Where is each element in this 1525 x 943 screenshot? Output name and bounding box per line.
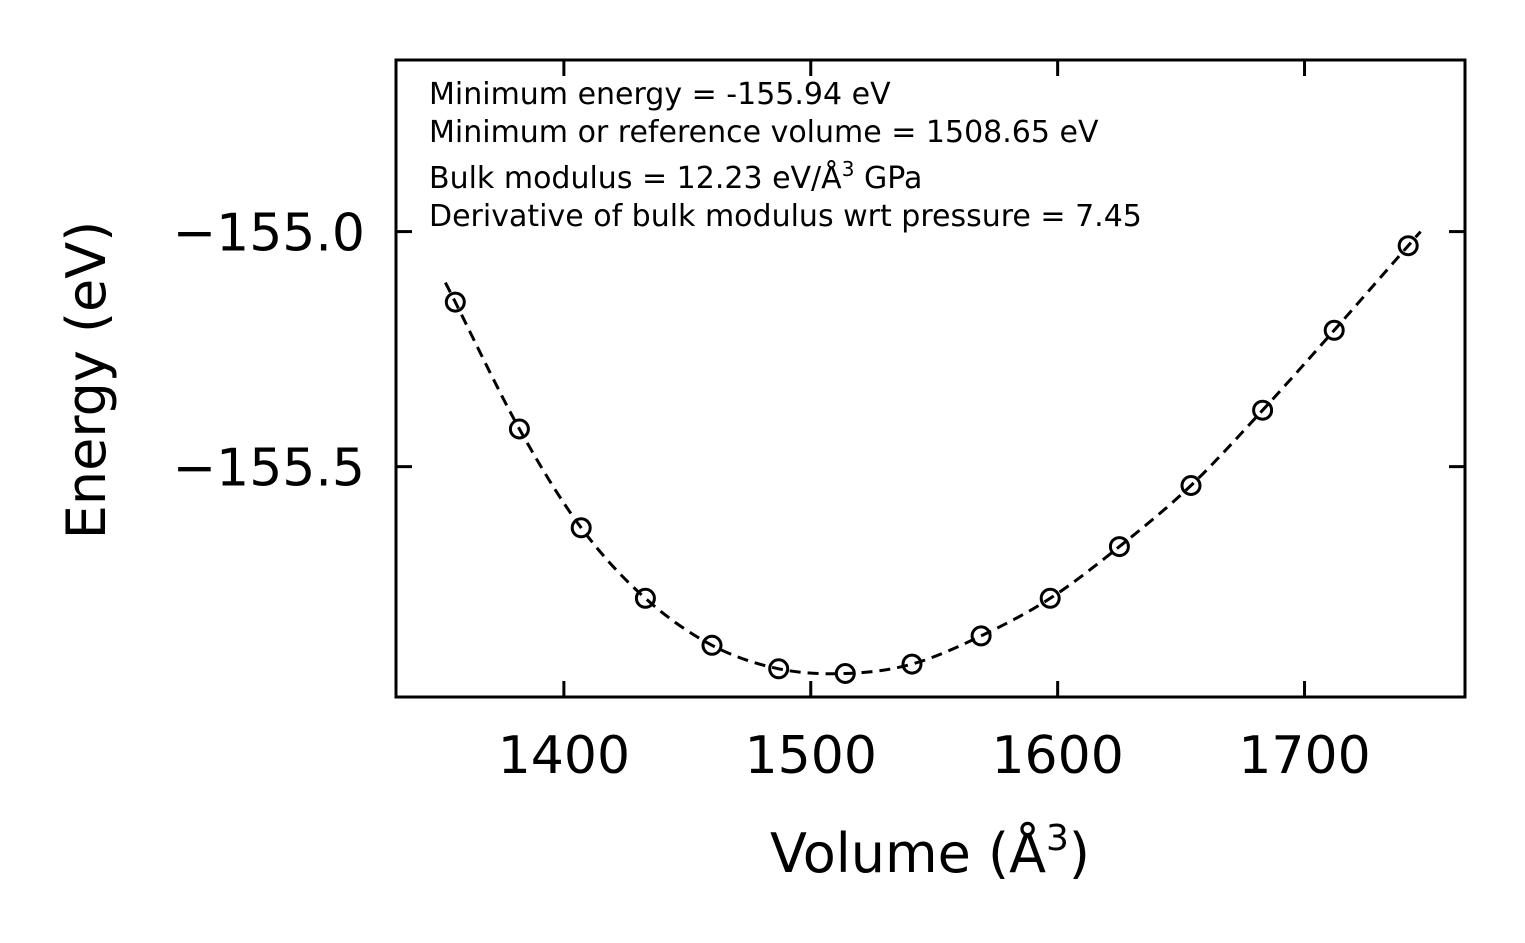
- data-point: [444, 291, 466, 313]
- x-axis-label-end: ): [1069, 822, 1090, 885]
- data-point: [570, 517, 592, 539]
- x-tick-label: 1600: [991, 726, 1123, 786]
- data-point: [970, 625, 992, 647]
- y-tick-label: −155.0: [173, 204, 365, 264]
- x-tick-label: 1400: [498, 726, 630, 786]
- data-point: [508, 418, 530, 440]
- data-point: [901, 653, 923, 675]
- annotation-bulk-modulus-text: Bulk modulus = 12.23 eV/Å: [429, 160, 842, 196]
- x-axis-label: Volume (Å3): [770, 818, 1090, 885]
- annotation-bulk-modulus-unit: GPa: [854, 161, 922, 196]
- data-point: [1108, 536, 1130, 558]
- x-axis-label-text: Volume (Å: [770, 821, 1046, 885]
- plot-frame: [394, 58, 1467, 699]
- data-point: [701, 634, 723, 656]
- data-point: [1252, 399, 1274, 421]
- axis-ticks: [396, 60, 1465, 697]
- plot-marks: [444, 230, 1422, 684]
- annotation-bulk-modulus-sup: 3: [842, 157, 855, 181]
- annotation-min-energy: Minimum energy = -155.94 eV: [429, 77, 891, 112]
- x-axis-label-sup: 3: [1046, 818, 1069, 859]
- annotation-min-volume: Minimum or reference volume = 1508.65 eV: [429, 115, 1099, 150]
- fit-line: [444, 230, 1422, 676]
- y-axis-label: Energy (eV): [55, 221, 118, 540]
- y-tick-label: −155.5: [173, 439, 365, 499]
- data-point: [1397, 235, 1419, 257]
- x-tick-label: 1500: [745, 726, 877, 786]
- data-point: [634, 587, 656, 609]
- data-point: [1180, 475, 1202, 496]
- data-point: [1039, 587, 1061, 609]
- annotation-bulk-modulus: Bulk modulus = 12.23 eV/Å3 GPa: [429, 157, 922, 196]
- data-point: [834, 663, 856, 684]
- data-point: [1323, 319, 1345, 341]
- data-point: [768, 658, 790, 680]
- x-tick-label: 1700: [1238, 726, 1370, 786]
- annotation-bulk-derivative: Derivative of bulk modulus wrt pressure …: [429, 199, 1142, 234]
